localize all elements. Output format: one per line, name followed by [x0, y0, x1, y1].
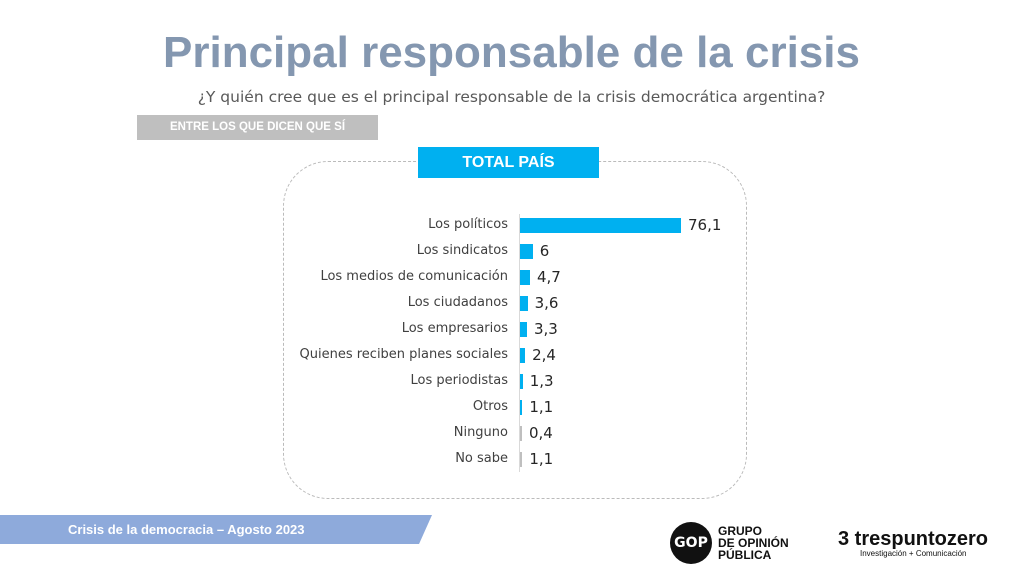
- data-label: 76,1: [688, 216, 722, 234]
- category-label: Los periodistas: [410, 373, 508, 388]
- trespuntozero-logo: 3 trespuntozero Investigación + Comunicac…: [838, 528, 989, 558]
- bar: [520, 426, 522, 441]
- data-label: 0,4: [529, 424, 553, 442]
- category-label: Los sindicatos: [416, 243, 508, 258]
- category-label: Los ciudadanos: [407, 295, 508, 310]
- gop-text: GRUPO DE OPINIÓN PÚBLICA: [718, 524, 789, 562]
- bar: [520, 400, 523, 415]
- bar: [520, 374, 523, 389]
- data-label: 1,1: [529, 398, 554, 416]
- gop-logo: GOP GRUPO DE OPINIÓN PÚBLICA: [670, 522, 789, 564]
- bar: [520, 218, 681, 233]
- category-label: Los políticos: [428, 217, 508, 232]
- category-label: Los empresarios: [401, 321, 508, 336]
- data-label: 1,1: [529, 450, 554, 468]
- category-label: Ninguno: [453, 425, 508, 440]
- data-label: 1,3: [529, 372, 554, 390]
- bar: [520, 348, 526, 363]
- bar: [520, 296, 528, 311]
- category-label: Quienes reciben planes sociales: [299, 347, 508, 362]
- question-subtitle: ¿Y quién cree que es el principal respon…: [197, 88, 826, 106]
- category-axis: [519, 214, 520, 472]
- data-label: 2,4: [532, 346, 556, 364]
- page-title: Principal responsable de la crisis: [163, 28, 860, 77]
- chart-frame: [283, 161, 747, 499]
- category-label: Otros: [472, 399, 508, 414]
- chart-title: TOTAL PAÍS: [418, 147, 599, 178]
- bar: [520, 270, 530, 285]
- bar: [520, 322, 527, 337]
- gop-mark: GOP: [670, 522, 712, 564]
- bar: [520, 244, 533, 259]
- data-label: 3,6: [534, 294, 559, 312]
- filter-label: ENTRE LOS QUE DICEN QUE SÍ: [137, 115, 378, 140]
- data-label: 6: [539, 242, 550, 260]
- footer-banner: Crisis de la democracia – Agosto 2023: [0, 515, 432, 544]
- data-label: 3,3: [533, 320, 558, 338]
- footer-text: Crisis de la democracia – Agosto 2023: [68, 522, 305, 537]
- data-label: 4,7: [536, 268, 561, 286]
- bar: [520, 452, 523, 467]
- category-label: Los medios de comunicación: [320, 269, 508, 284]
- category-label: No sabe: [455, 451, 508, 466]
